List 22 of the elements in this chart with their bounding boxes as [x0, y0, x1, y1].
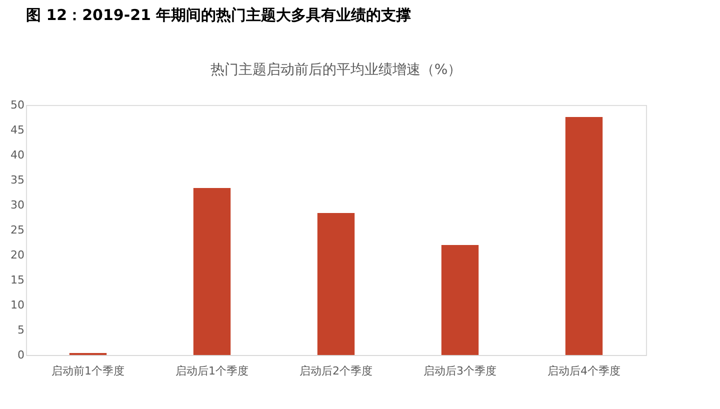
- chart-subtitle: 热门主题启动前后的平均业绩增速（%）: [210, 62, 462, 78]
- x-tick-label: 启动后2个季度: [300, 364, 372, 378]
- x-tick-label: 启动前1个季度: [52, 364, 124, 378]
- x-tick-label: 启动后4个季度: [548, 364, 620, 378]
- y-tick-label: 20: [10, 248, 24, 262]
- chart-title: 图 12：2019-21 年期间的热门主题大多具有业绩的支撑: [26, 6, 412, 24]
- bar: [441, 245, 479, 355]
- x-tick-label: 启动后3个季度: [424, 364, 496, 378]
- y-tick-label: 45: [10, 124, 24, 136]
- y-tick-label: 0: [18, 348, 24, 362]
- y-tick-label: 30: [10, 198, 24, 212]
- y-tick-label: 25: [10, 224, 24, 236]
- x-tick-label: 启动后1个季度: [176, 364, 248, 378]
- y-tick-label: 35: [10, 174, 24, 186]
- bar: [565, 117, 603, 355]
- y-tick-label: 40: [10, 148, 24, 162]
- bar: [317, 213, 355, 355]
- y-tick-label: 10: [10, 298, 24, 312]
- y-tick-label: 50: [10, 98, 24, 112]
- y-tick-label: 5: [18, 324, 24, 336]
- y-tick-label: 15: [10, 274, 24, 286]
- bar: [193, 188, 231, 355]
